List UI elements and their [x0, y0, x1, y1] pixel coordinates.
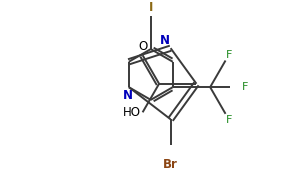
Text: I: I [149, 1, 153, 14]
Text: HO: HO [123, 106, 141, 119]
Text: F: F [226, 115, 233, 124]
Text: O: O [138, 40, 147, 53]
Text: Br: Br [163, 158, 178, 171]
Text: F: F [226, 50, 233, 60]
Text: N: N [123, 89, 133, 102]
Text: N: N [160, 34, 170, 47]
Text: F: F [242, 82, 248, 92]
